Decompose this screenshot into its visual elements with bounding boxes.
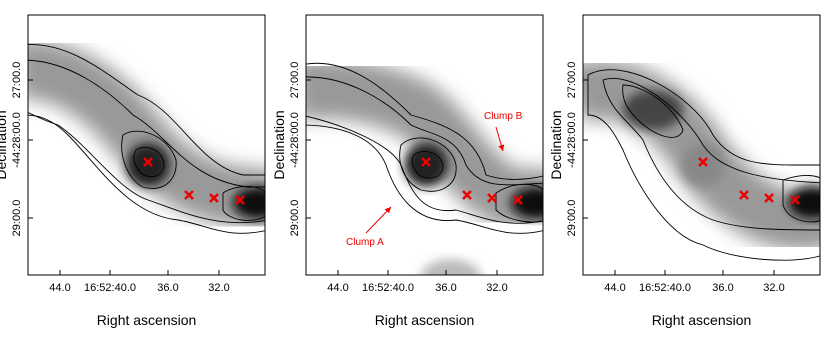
y-axis-label: Declination — [548, 110, 564, 179]
contour — [411, 151, 444, 179]
contour — [306, 62, 543, 234]
contour — [28, 44, 265, 234]
contour — [133, 146, 165, 178]
source-marker — [184, 190, 194, 200]
panel: 44.0 16:52:40.0 36.0 32.0 27:00.0 -44:28:00.0… — [0, 14, 266, 328]
contour — [782, 175, 820, 223]
contour — [222, 186, 265, 221]
y-tick-label: 29:00.0 — [289, 200, 301, 237]
x-axis-label: Right ascension — [97, 312, 197, 328]
y-axis-label: Declination — [0, 110, 9, 179]
contour — [121, 130, 177, 189]
source-marker — [421, 157, 431, 167]
source-marker — [462, 190, 472, 200]
source-marker — [235, 195, 245, 205]
y-tick-label: -44:28:00.0 — [11, 112, 23, 168]
map-image — [28, 15, 265, 275]
panel-frame — [27, 14, 266, 276]
source-marker — [513, 195, 523, 205]
emission-peak — [404, 143, 448, 187]
x-tick-label: 32.0 — [763, 282, 784, 294]
y-tick-label: 29:00.0 — [11, 200, 23, 237]
map-image — [583, 15, 820, 275]
contour — [495, 183, 543, 223]
y-tick-label: 27:00.0 — [289, 62, 301, 99]
x-tick-label: 36.0 — [712, 282, 733, 294]
y-tick-label: 27:00.0 — [11, 62, 23, 99]
x-tick-label: 16:52:40.0 — [84, 282, 136, 294]
source-marker — [764, 193, 774, 203]
contour — [622, 84, 684, 138]
source-marker — [739, 190, 749, 200]
emission-band — [306, 58, 543, 230]
panel-frame — [305, 14, 544, 276]
y-tick-label: 27:00.0 — [566, 62, 578, 99]
x-tick-label: 32.0 — [486, 282, 507, 294]
panel: 44.0 16:52:40.0 36.0 32.0 27:00.0 -44:28:00.0… — [548, 14, 821, 328]
x-axis-label: Right ascension — [652, 312, 752, 328]
x-axis-label: Right ascension — [375, 312, 475, 328]
source-marker — [698, 157, 708, 167]
emission-blob — [421, 259, 481, 275]
emission-peak — [511, 187, 543, 219]
contour — [306, 76, 543, 224]
emission-peak — [788, 187, 820, 219]
source-marker — [143, 157, 153, 167]
y-tick-label: -44:28:00.0 — [289, 112, 301, 168]
panel-frame — [582, 14, 821, 276]
annotation: Clump B — [484, 111, 523, 122]
x-tick-label: 16:52:40.0 — [639, 282, 691, 294]
source-marker — [209, 193, 219, 203]
contour — [602, 78, 820, 231]
x-tick-label: 44.0 — [327, 282, 348, 294]
contour — [587, 69, 820, 261]
emission-peak — [126, 143, 170, 187]
x-tick-label: 36.0 — [157, 282, 178, 294]
panel: 44.0 16:52:40.0 36.0 32.0 27:00.0 -44:28:00.0… — [271, 14, 544, 328]
y-tick-label: 29:00.0 — [566, 200, 578, 237]
emission-band — [583, 59, 820, 251]
y-tick-label: -44:28:00.0 — [566, 112, 578, 168]
y-axis-label: Declination — [271, 110, 287, 179]
x-tick-label: 44.0 — [604, 282, 625, 294]
annotation-arrow — [365, 206, 392, 234]
source-marker — [790, 195, 800, 205]
annotation: Clump A — [346, 237, 384, 248]
map-image — [306, 15, 543, 275]
emission-peak — [233, 187, 265, 219]
source-marker — [487, 193, 497, 203]
x-tick-label: 44.0 — [49, 282, 70, 294]
x-tick-label: 16:52:40.0 — [362, 282, 414, 294]
emission-peak — [681, 143, 725, 187]
emission-band — [28, 39, 265, 229]
contour — [28, 59, 265, 224]
x-tick-label: 32.0 — [208, 282, 229, 294]
x-tick-label: 36.0 — [435, 282, 456, 294]
contour — [399, 137, 457, 192]
annotation-arrow — [495, 126, 505, 152]
